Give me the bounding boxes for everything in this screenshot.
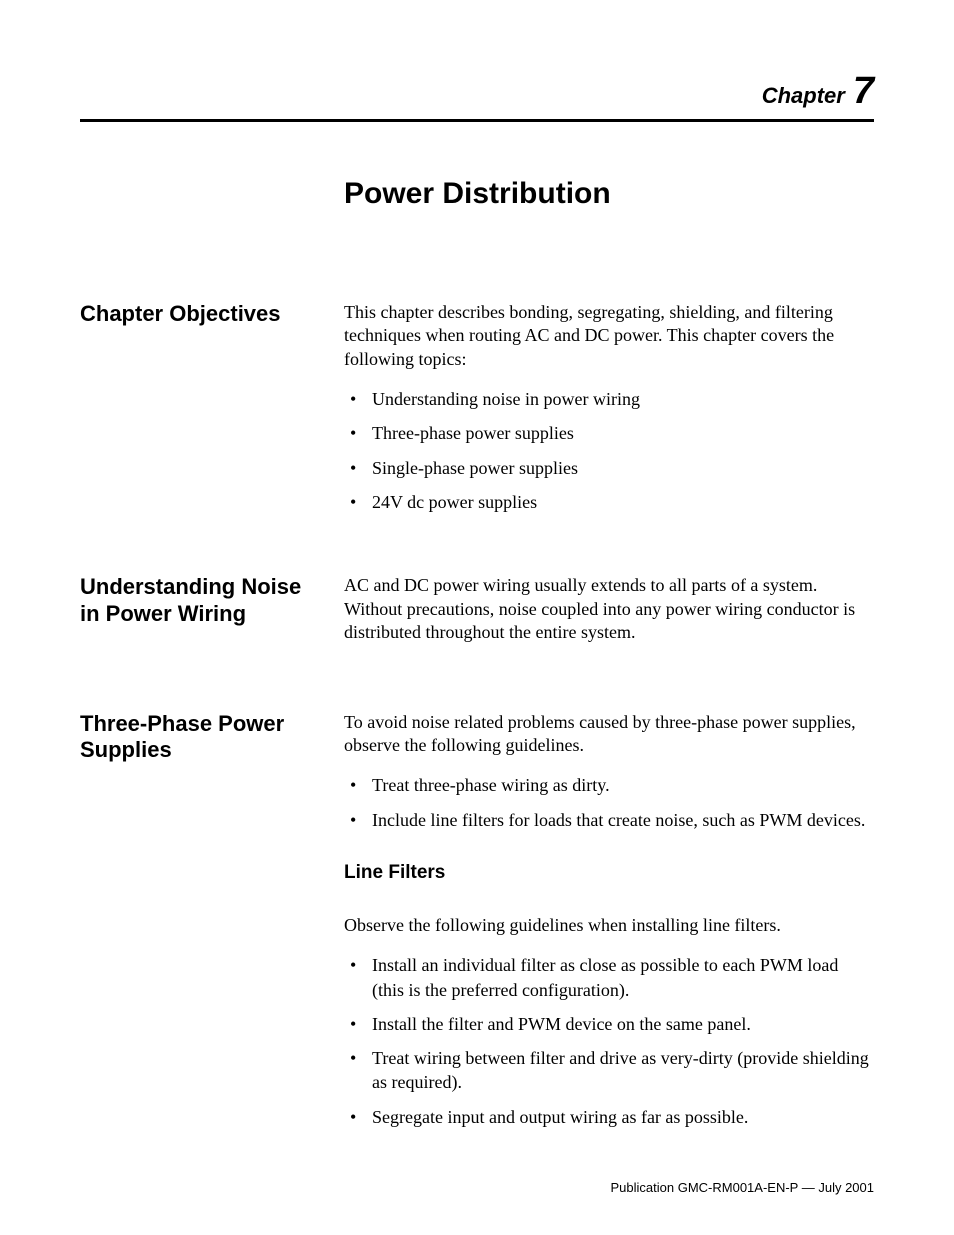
section-heading-objectives: Chapter Objectives (80, 301, 324, 327)
list-item: Segregate input and output wiring as far… (368, 1105, 874, 1129)
list-item: Treat wiring between filter and drive as… (368, 1046, 874, 1095)
section-right: To avoid noise related problems caused b… (344, 711, 874, 1140)
threephase-intro: To avoid noise related problems caused b… (344, 711, 874, 758)
section-noise: Understanding Noise in Power Wiring AC a… (80, 574, 874, 660)
chapter-label: Chapter (762, 83, 845, 108)
list-item: Single-phase power supplies (368, 456, 874, 480)
chapter-title-row: Power Distribution (344, 177, 874, 211)
section-heading-threephase: Three-Phase Power Supplies (80, 711, 324, 764)
chapter-title: Power Distribution (344, 177, 874, 211)
footer-publication: Publication GMC-RM001A-EN-P — July 2001 (611, 1180, 874, 1195)
section-left: Understanding Noise in Power Wiring (80, 574, 344, 627)
list-item: 24V dc power supplies (368, 490, 874, 514)
list-item: Install the filter and PWM device on the… (368, 1012, 874, 1036)
linefilters-list: Install an individual filter as close as… (344, 953, 874, 1129)
list-item: Install an individual filter as close as… (368, 953, 874, 1002)
section-right: This chapter describes bonding, segregat… (344, 301, 874, 524)
section-objectives: Chapter Objectives This chapter describe… (80, 301, 874, 524)
objectives-intro: This chapter describes bonding, segregat… (344, 301, 874, 371)
list-item: Treat three-phase wiring as dirty. (368, 773, 874, 797)
section-left: Chapter Objectives (80, 301, 344, 327)
page: Chapter 7 Power Distribution Chapter Obj… (0, 0, 954, 1235)
noise-body: AC and DC power wiring usually extends t… (344, 574, 874, 644)
header-rule (80, 119, 874, 122)
section-heading-noise: Understanding Noise in Power Wiring (80, 574, 324, 627)
section-left: Three-Phase Power Supplies (80, 711, 344, 764)
list-item: Include line filters for loads that crea… (368, 808, 874, 832)
linefilters-intro: Observe the following guidelines when in… (344, 914, 874, 937)
objectives-list: Understanding noise in power wiring Thre… (344, 387, 874, 514)
subheading-linefilters: Line Filters (344, 862, 874, 884)
threephase-list: Treat three-phase wiring as dirty. Inclu… (344, 773, 874, 832)
chapter-number: 7 (853, 70, 874, 112)
section-right: AC and DC power wiring usually extends t… (344, 574, 874, 660)
chapter-header: Chapter 7 (80, 70, 874, 113)
section-threephase: Three-Phase Power Supplies To avoid nois… (80, 711, 874, 1140)
list-item: Three-phase power supplies (368, 421, 874, 445)
list-item: Understanding noise in power wiring (368, 387, 874, 411)
